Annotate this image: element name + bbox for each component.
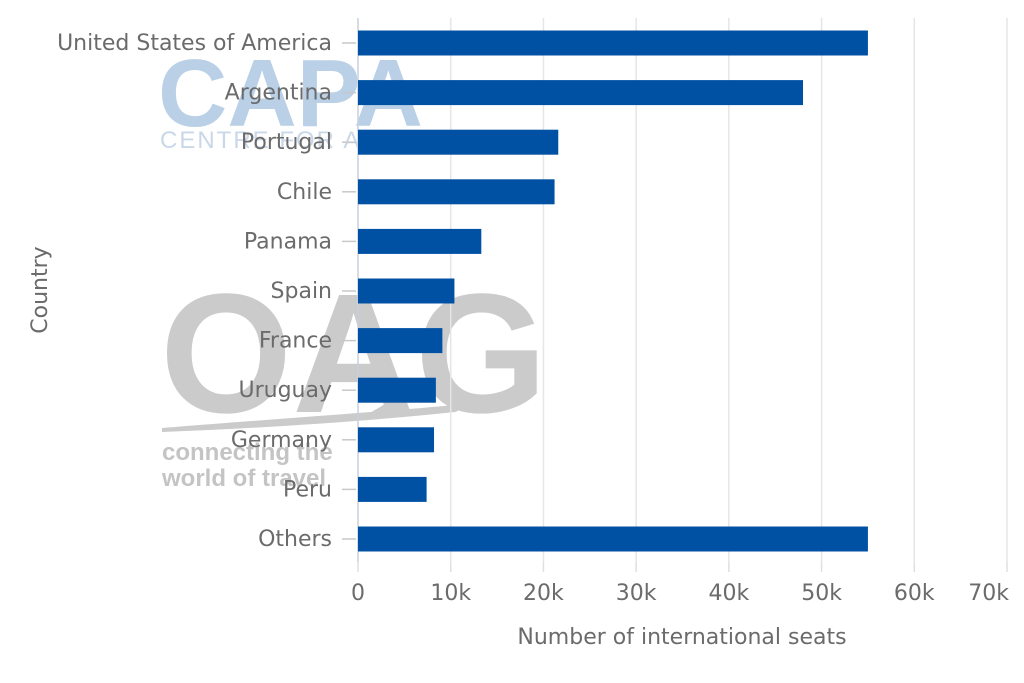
y-tick-label: Others — [258, 527, 332, 552]
x-tick-label: 60k — [894, 581, 935, 606]
bar — [358, 278, 455, 304]
bar — [358, 30, 868, 56]
x-tick-label: 0 — [351, 581, 365, 606]
x-tick-label: 30k — [616, 581, 657, 606]
capa-watermark-subtext: CENTRE FOR A — [160, 127, 361, 154]
x-tick-label: 70k — [968, 581, 1009, 606]
bar — [358, 80, 804, 106]
x-tick-label: 50k — [801, 581, 842, 606]
y-tick-label: Panama — [244, 229, 332, 254]
y-axis-title: Country — [28, 246, 53, 333]
x-tick-label: 40k — [708, 581, 749, 606]
x-axis-title: Number of international seats — [517, 625, 846, 650]
bar — [358, 179, 555, 205]
x-tick-label: 20k — [523, 581, 564, 606]
bar — [358, 228, 482, 254]
oag-plane-wing — [368, 400, 404, 417]
oag-watermark-logo: OAG connecting the world of travel — [160, 259, 547, 492]
y-tick-label: Uruguay — [239, 378, 333, 403]
y-tick-label: Peru — [283, 477, 332, 502]
y-axis: United States of America Argentina Portuga… — [57, 31, 356, 552]
bars — [358, 30, 868, 552]
bar — [358, 427, 435, 453]
bar — [358, 377, 436, 403]
oag-watermark-tagline-2: world of travel — [161, 465, 326, 492]
bar — [358, 129, 559, 155]
y-tick-label: Spain — [271, 279, 332, 304]
oag-watermark-tagline-1: connecting the — [162, 439, 333, 466]
bar — [358, 526, 868, 552]
y-tick-label: Argentina — [225, 81, 332, 106]
y-tick-label: United States of America — [57, 31, 332, 56]
x-tick-label: 10k — [430, 581, 471, 606]
y-tick-label: Portugal — [241, 130, 332, 155]
y-tick-label: France — [259, 329, 332, 354]
y-tick-label: Germany — [231, 428, 332, 453]
y-tick-label: Chile — [277, 180, 332, 205]
bar — [358, 328, 443, 354]
bar — [358, 476, 427, 502]
x-axis: 0 10k 20k 30k 40k 50k 60k 70k — [351, 562, 1009, 606]
